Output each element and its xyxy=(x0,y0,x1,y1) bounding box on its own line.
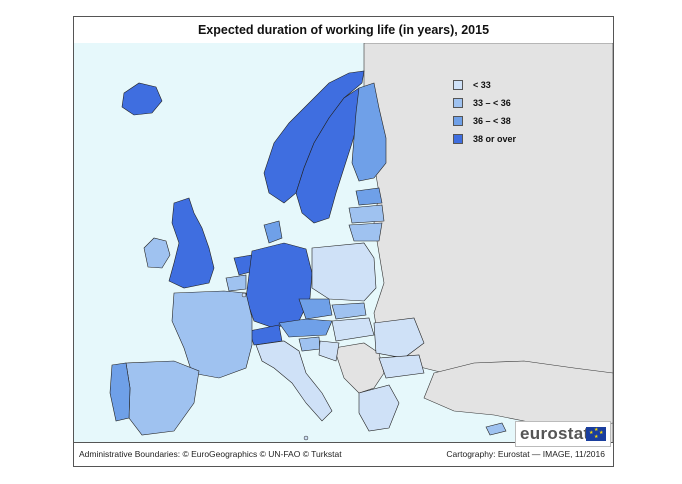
region-estonia xyxy=(355,187,383,206)
europe-map xyxy=(74,43,613,443)
legend-label: 36 – < 38 xyxy=(473,116,511,126)
region-austria xyxy=(278,318,333,338)
region-balkans-non-eu xyxy=(333,342,385,394)
region-iceland xyxy=(121,82,163,116)
legend-label: 38 or over xyxy=(473,134,517,144)
legend-item: 33 – < 36 xyxy=(453,95,563,113)
region-lithuania xyxy=(348,222,383,242)
legend-swatch xyxy=(453,98,463,108)
region-france xyxy=(171,290,253,379)
legend-item: < 33 xyxy=(453,77,563,95)
region-portugal xyxy=(109,362,131,422)
region-czechia xyxy=(298,298,333,320)
region-cyprus xyxy=(485,422,507,436)
region-slovakia xyxy=(331,302,367,320)
map-canvas: < 33 33 – < 36 36 – < 38 38 or over xyxy=(74,43,613,443)
footer-cartography-credit: Cartography: Eurostat — IMAGE, 11/2016 xyxy=(446,449,605,459)
region-croatia xyxy=(318,340,340,362)
region-uk xyxy=(168,197,215,289)
region-romania xyxy=(373,317,425,359)
region-malta xyxy=(303,435,309,441)
footer-boundaries-credit: Administrative Boundaries: © EuroGeograp… xyxy=(79,449,342,459)
legend-item: 36 – < 38 xyxy=(453,113,563,131)
region-poland xyxy=(311,242,377,302)
region-hungary xyxy=(331,317,375,342)
logo-text: eurostat xyxy=(520,424,590,443)
eurostat-logo: eurostat ★ ★ ★ ★ xyxy=(515,421,611,447)
map-frame: Expected duration of working life (in ye… xyxy=(73,16,614,467)
region-latvia xyxy=(348,204,385,224)
region-ireland xyxy=(143,237,171,269)
legend-label: < 33 xyxy=(473,80,491,90)
region-denmark xyxy=(263,220,283,244)
legend-swatch xyxy=(453,116,463,126)
legend-item: 38 or over xyxy=(453,131,563,149)
region-luxembourg xyxy=(241,292,247,298)
legend: < 33 33 – < 36 36 – < 38 38 or over xyxy=(453,77,563,149)
region-greece xyxy=(358,384,400,432)
map-title: Expected duration of working life (in ye… xyxy=(74,17,613,44)
legend-label: 33 – < 36 xyxy=(473,98,511,108)
eu-flag-icon: ★ ★ ★ ★ xyxy=(586,427,606,441)
map-footer: Administrative Boundaries: © EuroGeograp… xyxy=(74,442,613,466)
region-bulgaria xyxy=(378,354,425,379)
legend-swatch xyxy=(453,80,463,90)
region-belgium xyxy=(225,274,247,292)
region-italy xyxy=(255,340,333,422)
legend-swatch xyxy=(453,134,463,144)
region-slovenia xyxy=(298,336,321,352)
region-finland xyxy=(351,82,387,182)
